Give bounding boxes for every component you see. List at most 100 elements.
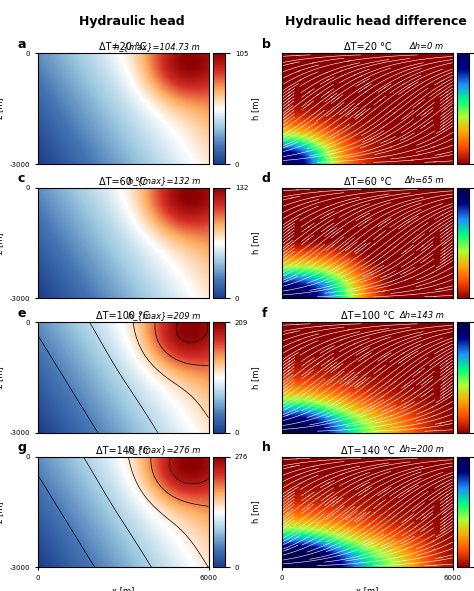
FancyArrowPatch shape [326, 341, 328, 342]
FancyArrowPatch shape [368, 121, 370, 122]
FancyArrowPatch shape [337, 367, 338, 368]
FancyArrowPatch shape [364, 361, 366, 362]
FancyArrowPatch shape [443, 263, 445, 264]
FancyArrowPatch shape [357, 249, 358, 250]
FancyArrowPatch shape [374, 512, 375, 514]
Text: h: h [262, 441, 271, 454]
FancyArrowPatch shape [384, 356, 386, 357]
FancyArrowPatch shape [331, 365, 332, 366]
FancyArrowPatch shape [287, 512, 288, 514]
FancyArrowPatch shape [441, 483, 443, 485]
FancyArrowPatch shape [404, 519, 406, 521]
FancyArrowPatch shape [447, 370, 448, 371]
FancyArrowPatch shape [447, 98, 448, 99]
FancyArrowPatch shape [286, 280, 288, 281]
FancyArrowPatch shape [327, 79, 329, 80]
FancyArrowPatch shape [405, 548, 407, 549]
FancyArrowPatch shape [424, 113, 426, 114]
FancyArrowPatch shape [384, 544, 386, 545]
FancyArrowPatch shape [443, 391, 445, 392]
FancyArrowPatch shape [404, 251, 406, 252]
FancyArrowPatch shape [348, 248, 350, 249]
FancyArrowPatch shape [331, 96, 332, 98]
FancyArrowPatch shape [403, 83, 405, 85]
FancyArrowPatch shape [446, 495, 448, 496]
FancyArrowPatch shape [285, 523, 287, 524]
Text: Hydraulic head: Hydraulic head [79, 15, 184, 28]
FancyArrowPatch shape [408, 356, 410, 357]
FancyArrowPatch shape [286, 549, 288, 550]
FancyArrowPatch shape [443, 256, 445, 258]
FancyArrowPatch shape [447, 366, 448, 368]
FancyArrowPatch shape [443, 394, 445, 395]
FancyArrowPatch shape [288, 505, 290, 506]
FancyArrowPatch shape [446, 226, 448, 227]
FancyArrowPatch shape [364, 495, 366, 496]
FancyArrowPatch shape [433, 415, 435, 416]
FancyArrowPatch shape [382, 530, 383, 531]
Text: Hydraulic head difference: Hydraulic head difference [285, 15, 466, 28]
FancyArrowPatch shape [354, 74, 356, 76]
FancyArrowPatch shape [327, 214, 329, 215]
Text: Δh=143 m: Δh=143 m [399, 311, 444, 320]
FancyArrowPatch shape [368, 389, 370, 391]
FancyArrowPatch shape [328, 92, 329, 93]
FancyArrowPatch shape [424, 125, 425, 126]
Y-axis label: h [m]: h [m] [251, 366, 260, 389]
FancyArrowPatch shape [317, 498, 319, 499]
FancyArrowPatch shape [288, 367, 290, 368]
FancyArrowPatch shape [332, 379, 334, 381]
FancyArrowPatch shape [285, 526, 287, 527]
FancyArrowPatch shape [289, 89, 290, 90]
Title: ΔT=100 °C: ΔT=100 °C [96, 311, 150, 322]
FancyArrowPatch shape [288, 364, 290, 365]
FancyArrowPatch shape [364, 375, 365, 376]
Text: b: b [262, 38, 271, 51]
FancyArrowPatch shape [444, 248, 445, 249]
FancyArrowPatch shape [408, 87, 410, 88]
FancyArrowPatch shape [443, 525, 445, 527]
FancyArrowPatch shape [298, 71, 300, 72]
FancyArrowPatch shape [331, 500, 332, 501]
FancyArrowPatch shape [364, 240, 365, 241]
FancyArrowPatch shape [341, 205, 343, 206]
FancyArrowPatch shape [446, 363, 448, 365]
FancyArrowPatch shape [354, 209, 356, 210]
FancyArrowPatch shape [380, 368, 381, 369]
FancyArrowPatch shape [288, 104, 290, 105]
FancyArrowPatch shape [387, 538, 389, 540]
FancyArrowPatch shape [288, 498, 290, 499]
FancyArrowPatch shape [394, 381, 395, 382]
Text: h_{max}=132 m: h_{max}=132 m [128, 177, 200, 186]
FancyArrowPatch shape [308, 373, 309, 374]
FancyArrowPatch shape [419, 506, 420, 507]
FancyArrowPatch shape [364, 226, 366, 228]
FancyArrowPatch shape [288, 101, 290, 102]
FancyArrowPatch shape [444, 382, 445, 383]
FancyArrowPatch shape [368, 524, 370, 525]
FancyArrowPatch shape [298, 474, 300, 475]
FancyArrowPatch shape [287, 243, 288, 245]
FancyArrowPatch shape [443, 254, 445, 255]
FancyArrowPatch shape [290, 406, 292, 407]
FancyArrowPatch shape [365, 356, 366, 357]
FancyArrowPatch shape [443, 529, 445, 530]
FancyArrowPatch shape [346, 243, 347, 245]
FancyArrowPatch shape [422, 379, 424, 381]
Title: ΔT=20 °C: ΔT=20 °C [344, 43, 391, 53]
Title: ΔT=60 °C: ΔT=60 °C [344, 177, 391, 187]
FancyArrowPatch shape [346, 109, 347, 110]
FancyArrowPatch shape [444, 113, 445, 114]
FancyArrowPatch shape [403, 218, 405, 219]
FancyArrowPatch shape [360, 479, 362, 480]
FancyArrowPatch shape [358, 372, 359, 374]
FancyArrowPatch shape [364, 92, 366, 93]
FancyArrowPatch shape [288, 495, 290, 496]
FancyArrowPatch shape [328, 226, 329, 228]
FancyArrowPatch shape [298, 205, 300, 206]
FancyArrowPatch shape [433, 281, 435, 282]
FancyArrowPatch shape [444, 116, 445, 117]
Text: Δh=200 m: Δh=200 m [399, 446, 444, 454]
FancyArrowPatch shape [371, 139, 373, 141]
Text: c: c [18, 173, 25, 186]
